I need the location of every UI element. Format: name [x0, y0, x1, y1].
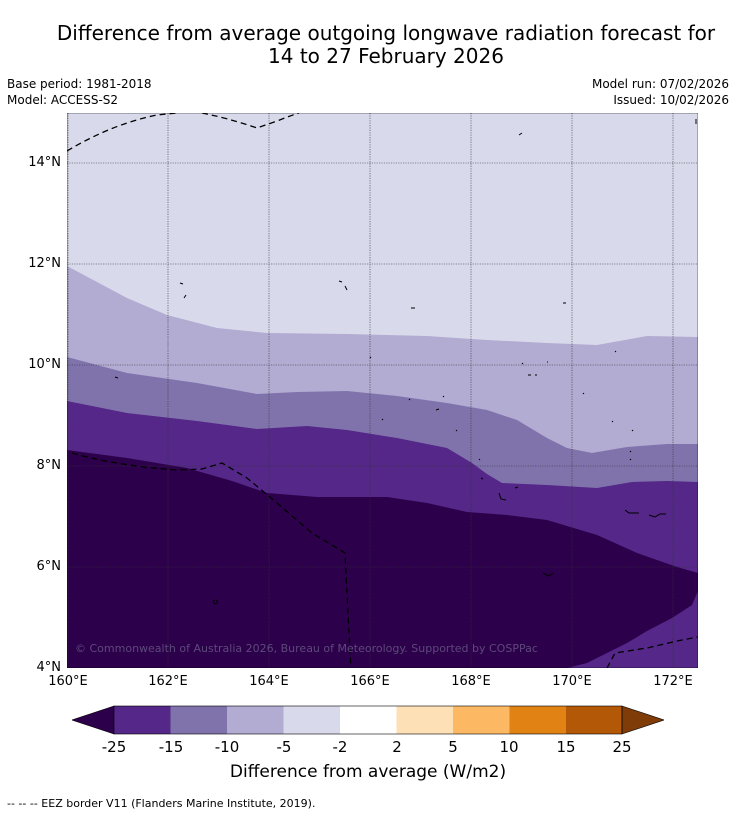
lat-label-12n: 12°N [28, 256, 61, 271]
colorbar-tick: 5 [448, 738, 458, 756]
colorbar [72, 705, 664, 735]
island [369, 356, 372, 359]
island [624, 509, 666, 518]
colorbar-tick: -25 [101, 738, 127, 756]
copyright-notice: © Commonwealth of Australia 2026, Bureau… [75, 642, 538, 655]
island [408, 395, 458, 432]
issued-date: Issued: 10/02/2026 [613, 93, 729, 107]
lon-label-160e: 160°E [48, 674, 88, 689]
colorbar-tick: -5 [276, 738, 292, 756]
lat-label-6n: 6°N [36, 559, 62, 574]
base-period: Base period: 1981-2018 [7, 77, 152, 91]
colorbar-tick: 10 [499, 738, 519, 756]
island [381, 418, 384, 421]
map-plot [67, 113, 698, 668]
island [478, 458, 484, 480]
eez-borders [67, 113, 698, 668]
lon-label-162e: 162°E [148, 674, 188, 689]
lon-label-164e: 164°E [249, 674, 289, 689]
island [521, 361, 548, 376]
lon-label-170e: 170°E [552, 674, 592, 689]
island [338, 280, 348, 291]
colorbar-title: Difference from average (W/m2) [229, 762, 507, 782]
colorbar-swatch-4 [283, 706, 340, 734]
island [611, 420, 634, 432]
lat-label-10n: 10°N [28, 357, 61, 372]
island [498, 486, 519, 501]
colorbar-swatch-2 [170, 706, 227, 734]
colorbar-swatch-1 [114, 706, 171, 734]
island [213, 599, 218, 605]
colorbar-high-arrow [621, 705, 664, 735]
eez-border-southeast [606, 636, 698, 668]
meta-right: Model run: 07/02/2026 Issued: 10/02/2026 [592, 76, 729, 108]
colorbar-swatch-3 [227, 706, 284, 734]
model-run: Model run: 07/02/2026 [591, 77, 729, 91]
eez-legend-source: -- -- -- EEZ border V11 (Flanders Marine… [7, 797, 316, 810]
colorbar-tick: 15 [556, 738, 576, 756]
lon-label-166e: 166°E [350, 674, 390, 689]
colorbar-low-arrow [72, 705, 115, 735]
colorbar-swatch-6 [396, 706, 453, 734]
colorbar-tick: -2 [332, 738, 348, 756]
lon-label-168e: 168°E [451, 674, 491, 689]
model-name: Model: ACCESS-S2 [7, 93, 119, 107]
colorbar-tick: -10 [214, 738, 240, 756]
colorbar-swatch-9 [566, 706, 622, 734]
meta-left: Base period: 1981-2018 Model: ACCESS-S2 [7, 76, 152, 108]
colorbar-swatch-8 [509, 706, 566, 734]
title-line-2: 14 to 27 February 2026 [268, 44, 504, 68]
lat-label-14n: 14°N [28, 155, 61, 170]
island [629, 450, 632, 461]
island [518, 132, 523, 136]
island [614, 350, 617, 353]
island [114, 376, 119, 379]
island [542, 572, 554, 577]
island [179, 282, 187, 299]
lat-label-8n: 8°N [36, 458, 62, 473]
colorbar-swatch-5 [340, 706, 397, 734]
eez-border-north [67, 113, 300, 152]
islands [114, 119, 697, 605]
colorbar-swatch-7 [453, 706, 510, 734]
graticule [67, 113, 698, 668]
colorbar-tick: 2 [392, 738, 402, 756]
band-below-minus25 [67, 450, 698, 668]
colorbar-tick: 25 [612, 738, 632, 756]
lon-label-172e: 172°E [653, 674, 693, 689]
map-title: Difference from average outgoing longwav… [0, 22, 736, 68]
island [582, 392, 585, 395]
colorbar-tick: -15 [158, 738, 184, 756]
lat-label-4n: 4°N [36, 660, 62, 675]
title-line-1: Difference from average outgoing longwav… [56, 21, 716, 45]
colorbar-frame [113, 705, 623, 735]
